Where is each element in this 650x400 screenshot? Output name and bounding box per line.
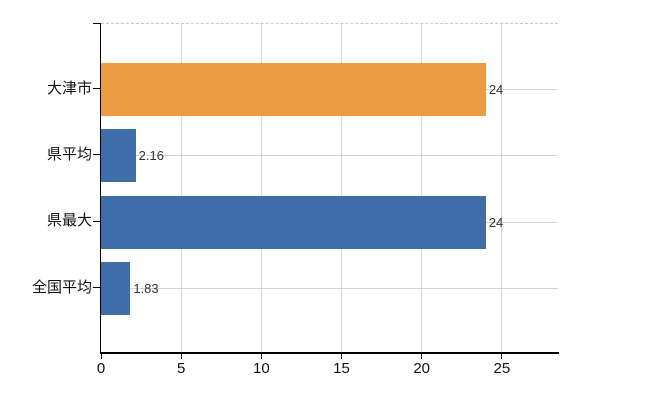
x-axis-tick (260, 353, 262, 359)
x-gridline (260, 24, 262, 353)
y-axis-tick (93, 220, 100, 222)
x-gridline (341, 24, 343, 353)
category-label: 県最大 (46, 212, 92, 230)
bar (101, 63, 486, 116)
x-tick-label: 20 (413, 360, 431, 377)
bar (101, 195, 486, 249)
bar-value-label: 24 (488, 214, 504, 230)
x-axis-tick (341, 353, 343, 359)
bar-value-label: 1.83 (133, 281, 159, 297)
x-axis-tick (100, 353, 102, 359)
x-tick-label: 5 (177, 360, 186, 377)
plot-area: 24 2.16 24 1.83 (101, 23, 558, 353)
y-axis-line (99, 23, 101, 353)
y-axis-tick (93, 154, 100, 156)
x-axis-line (99, 352, 559, 354)
category-label: 大津市 (46, 79, 92, 97)
x-tick-label: 15 (333, 360, 350, 377)
y-axis-top-tick (93, 23, 100, 24)
bar-value-label: 24 (488, 82, 504, 97)
bar (101, 262, 131, 316)
x-axis-tick (421, 353, 423, 359)
bar-value-label: 2.16 (138, 148, 164, 164)
x-tick-label: 25 (493, 360, 511, 377)
x-axis-tick (180, 353, 182, 359)
x-gridline (180, 24, 182, 353)
x-gridline (421, 24, 423, 353)
y-gridline (101, 288, 558, 290)
x-gridline (501, 24, 503, 353)
y-axis-tick (93, 88, 100, 89)
x-tick-label: 0 (96, 360, 106, 377)
x-axis-tick (501, 353, 503, 359)
category-label: 県平均 (46, 145, 92, 163)
y-axis-tick (93, 287, 100, 289)
category-label: 全国平均 (31, 278, 92, 296)
bar (101, 129, 136, 183)
x-tick-label: 10 (253, 360, 270, 377)
y-gridline (101, 155, 558, 157)
